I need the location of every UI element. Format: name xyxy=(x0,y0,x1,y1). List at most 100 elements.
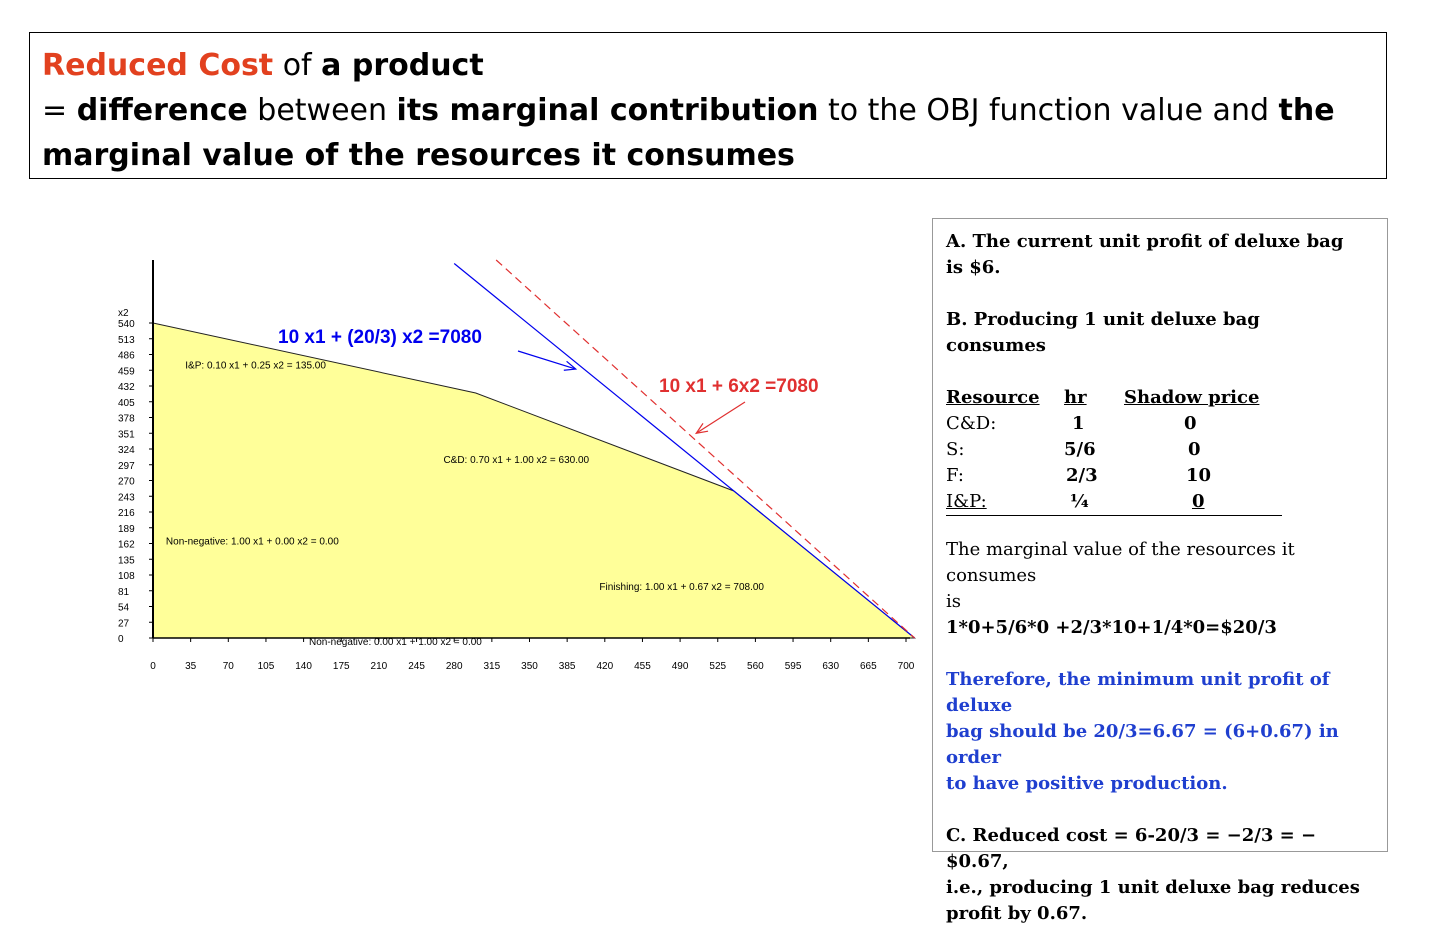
x-tick-label: 0 xyxy=(150,661,156,672)
table-header: hr xyxy=(1064,387,1087,408)
x-tick-label: 350 xyxy=(521,661,538,672)
annotation-arrow-head xyxy=(563,360,578,371)
y-tick-label: 513 xyxy=(118,335,135,346)
table-header: Shadow price xyxy=(1124,387,1260,408)
x-tick-label: 595 xyxy=(785,661,802,672)
table-cell: S: xyxy=(946,439,965,460)
definition-box: Reduced Cost of a product = difference b… xyxy=(29,32,1387,179)
y-tick-label: 108 xyxy=(118,571,135,582)
constraint-label: Non-negative: 1.00 x1 + 0.00 x2 = 0.00 xyxy=(166,537,339,548)
table-row: I&P: ¼ 0 xyxy=(946,489,1282,516)
x-tick-label: 665 xyxy=(860,661,877,672)
annotation-arrow-head xyxy=(694,423,709,435)
y-tick-label: 27 xyxy=(118,618,130,629)
definition-line-2: = difference between its marginal contri… xyxy=(42,88,1374,133)
x-tick-label: 490 xyxy=(672,661,689,672)
table-row: C&D: 1 0 xyxy=(946,411,1286,437)
objective-line xyxy=(495,259,916,639)
x-tick-label: 245 xyxy=(408,661,425,672)
y-tick-label: 270 xyxy=(118,477,135,488)
table-cell: ¼ xyxy=(1070,491,1089,512)
constraint-label: C&D: 0.70 x1 + 1.00 x2 = 630.00 xyxy=(443,455,589,466)
annotation-arrow xyxy=(695,401,746,434)
panel-b-line-1: B. Producing 1 unit deluxe bag xyxy=(946,309,1260,330)
annotation-panel: A. The current unit profit of deluxe bag… xyxy=(932,218,1388,924)
y-tick-label: 459 xyxy=(118,366,135,377)
panel-a-line-2: is $6. xyxy=(946,257,1001,278)
definition-text: a product xyxy=(321,48,484,83)
y-tick-label: 378 xyxy=(118,414,135,425)
objective-label: 10 x1 + 6x2 =7080 xyxy=(659,376,819,397)
marginal-value-line-1: The marginal value of the resources it c… xyxy=(946,539,1295,586)
table-row: S: 5/6 0 xyxy=(946,437,1286,463)
table-cell: I&P: xyxy=(946,491,987,512)
y-tick-label: 324 xyxy=(118,445,135,456)
table-header: Resource xyxy=(946,387,1040,408)
definition-line-3: marginal value of the resources it consu… xyxy=(42,133,1374,178)
feasible-region-chart: 0 27 54 81 108 135 162 189 216 243 270 297 324 351 378… xyxy=(118,259,917,672)
definition-text: to the OBJ function value and xyxy=(818,93,1279,128)
resource-table: Resource hr Shadow price C&D: 1 0 S: 5/6… xyxy=(946,385,1374,516)
y-axis-label: x2 xyxy=(118,308,129,319)
reduced-cost-term: Reduced Cost xyxy=(42,48,274,83)
table-header-row: Resource hr Shadow price xyxy=(946,385,1286,411)
y-tick-label: 351 xyxy=(118,429,135,440)
table-cell: C&D: xyxy=(946,413,997,434)
definition-text: difference xyxy=(76,93,248,128)
y-tick-label: 216 xyxy=(118,508,135,519)
objective-label: 10 x1 + (20/3) x2 =7080 xyxy=(278,327,482,348)
table-cell: 0 xyxy=(1192,491,1205,512)
definition-text: its marginal contribution xyxy=(396,93,819,128)
x-tick-label: 70 xyxy=(223,661,235,672)
y-tick-label: 135 xyxy=(118,555,135,566)
y-tick-label: 432 xyxy=(118,382,135,393)
marginal-value-line-2: is xyxy=(946,591,961,612)
table-cell: 2/3 xyxy=(1066,465,1098,486)
x-tick-label: 630 xyxy=(822,661,839,672)
therefore-line-2: bag should be 20/3=6.67 = (6+0.67) in or… xyxy=(946,721,1339,768)
x-tick-label: 280 xyxy=(446,661,463,672)
x-tick-label: 455 xyxy=(634,661,651,672)
therefore-line-1: Therefore, the minimum unit profit of de… xyxy=(946,669,1330,716)
y-tick-label: 189 xyxy=(118,524,135,535)
definition-text: the xyxy=(1278,93,1335,128)
table-row: F: 2/3 10 xyxy=(946,463,1286,489)
constraint-label: I&P: 0.10 x1 + 0.25 x2 = 135.00 xyxy=(185,361,326,372)
y-tick-label: 54 xyxy=(118,603,130,614)
y-tick-label: 243 xyxy=(118,492,135,503)
panel-c-line-1: C. Reduced cost = 6-20/3 = −2/3 = −$0.67… xyxy=(946,825,1317,872)
constraint-label: Non-negative: 0.00 x1 + 1.00 x2 = 0.00 xyxy=(309,637,482,648)
panel-a-line-1: A. The current unit profit of deluxe bag xyxy=(946,231,1344,252)
x-tick-label: 420 xyxy=(596,661,613,672)
y-tick-label: 405 xyxy=(118,398,135,409)
table-cell: 10 xyxy=(1186,465,1212,486)
x-tick-label: 175 xyxy=(333,661,350,672)
definition-text: = xyxy=(42,93,77,128)
table-cell: 0 xyxy=(1184,413,1197,434)
x-tick-label: 140 xyxy=(295,661,312,672)
definition-line-1: Reduced Cost of a product xyxy=(42,43,1374,88)
constraint-label: Finishing: 1.00 x1 + 0.67 x2 = 708.00 xyxy=(599,582,764,593)
x-tick-label: 700 xyxy=(898,661,915,672)
marginal-value-formula: 1*0+5/6*0 +2/3*10+1/4*0=$20/3 xyxy=(946,617,1277,638)
panel-c-line-2: i.e., producing 1 unit deluxe bag reduce… xyxy=(946,877,1360,898)
therefore-line-3: to have positive production. xyxy=(946,773,1228,794)
table-cell: F: xyxy=(946,465,964,486)
table-cell: 1 xyxy=(1072,413,1085,434)
x-tick-label: 315 xyxy=(484,661,501,672)
objective-line xyxy=(453,263,915,639)
panel-c-line-3: profit by 0.67. xyxy=(946,903,1088,924)
y-tick-label: 297 xyxy=(118,461,135,472)
definition-text: between xyxy=(247,93,397,128)
definition-text: marginal value of the resources it consu… xyxy=(42,138,795,173)
table-cell: 5/6 xyxy=(1064,439,1096,460)
table-cell: 0 xyxy=(1188,439,1201,460)
x-tick-label: 525 xyxy=(709,661,726,672)
x-tick-label: 105 xyxy=(258,661,275,672)
y-tick-label: 0 xyxy=(118,634,124,645)
x-tick-label: 560 xyxy=(747,661,764,672)
y-tick-label: 81 xyxy=(118,587,130,598)
panel-b-line-2: consumes xyxy=(946,335,1046,356)
y-tick-label: 540 xyxy=(118,319,135,330)
x-tick-label: 210 xyxy=(371,661,388,672)
